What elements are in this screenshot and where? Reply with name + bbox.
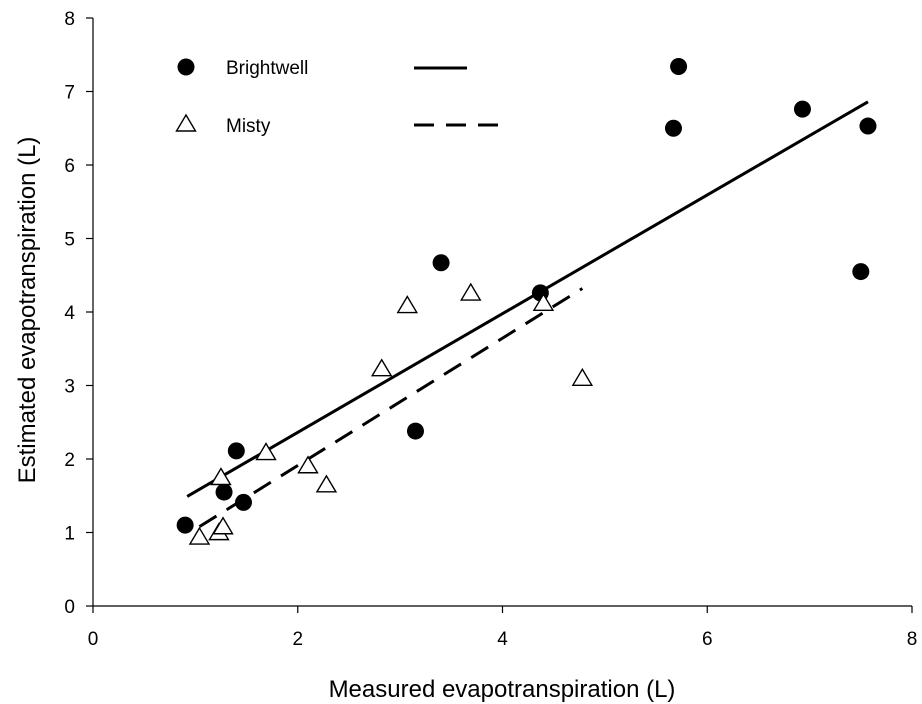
legend-marker-misty <box>175 113 197 132</box>
data-point-brightwell <box>859 117 877 135</box>
data-point-brightwell <box>852 263 870 281</box>
axes: 0 2 4 6 8 0 1 2 3 4 5 6 7 8 <box>64 9 917 650</box>
data-point-brightwell <box>793 100 811 118</box>
legend-marker-brightwell <box>177 58 195 76</box>
legend: Brightwell Misty <box>175 58 503 137</box>
data-point-misty <box>255 442 277 461</box>
x-tick-label: 6 <box>702 629 713 650</box>
y-tick-label: 7 <box>64 83 75 104</box>
data-point-brightwell <box>670 58 688 76</box>
legend-label-brightwell: Brightwell <box>226 58 308 79</box>
data-point-misty <box>297 455 319 474</box>
y-tick-label: 8 <box>64 9 75 30</box>
x-tick-label: 4 <box>497 629 508 650</box>
data-point-misty <box>532 292 555 312</box>
regression-line-brightwell <box>186 100 869 498</box>
x-tick-label: 0 <box>88 629 99 650</box>
data-point-misty <box>571 367 594 386</box>
y-tick-label: 3 <box>64 377 75 398</box>
x-tick-label: 8 <box>907 629 918 650</box>
data-point-brightwell <box>176 516 194 534</box>
y-axis-title: Estimated evapotranspiration (L) <box>14 137 41 484</box>
data-point-misty <box>212 516 234 535</box>
y-tick-label: 1 <box>64 524 75 545</box>
data-point-misty <box>370 358 393 377</box>
data-point-brightwell <box>664 119 682 137</box>
y-tick-label: 0 <box>64 597 75 618</box>
data-point-brightwell <box>406 422 424 440</box>
data-point-misty <box>396 295 419 314</box>
legend-label-misty: Misty <box>226 116 271 137</box>
data-point-brightwell <box>432 254 450 272</box>
y-tick-label: 2 <box>64 450 75 471</box>
data-point-brightwell <box>215 483 233 501</box>
y-tick-label: 6 <box>64 156 75 177</box>
data-point-misty <box>188 526 211 545</box>
data-point-brightwell <box>227 442 245 460</box>
data-point-misty <box>460 282 482 301</box>
data-point-brightwell <box>234 493 252 511</box>
y-tick-label: 4 <box>64 303 75 324</box>
regression-line-misty <box>198 287 584 528</box>
y-tick-label: 5 <box>64 230 75 251</box>
data-point-misty <box>210 467 232 486</box>
data-point-misty <box>315 474 338 493</box>
x-axis-title: Measured evapotranspiration (L) <box>329 676 676 703</box>
x-tick-label: 2 <box>292 629 303 650</box>
plot-area <box>176 58 877 545</box>
